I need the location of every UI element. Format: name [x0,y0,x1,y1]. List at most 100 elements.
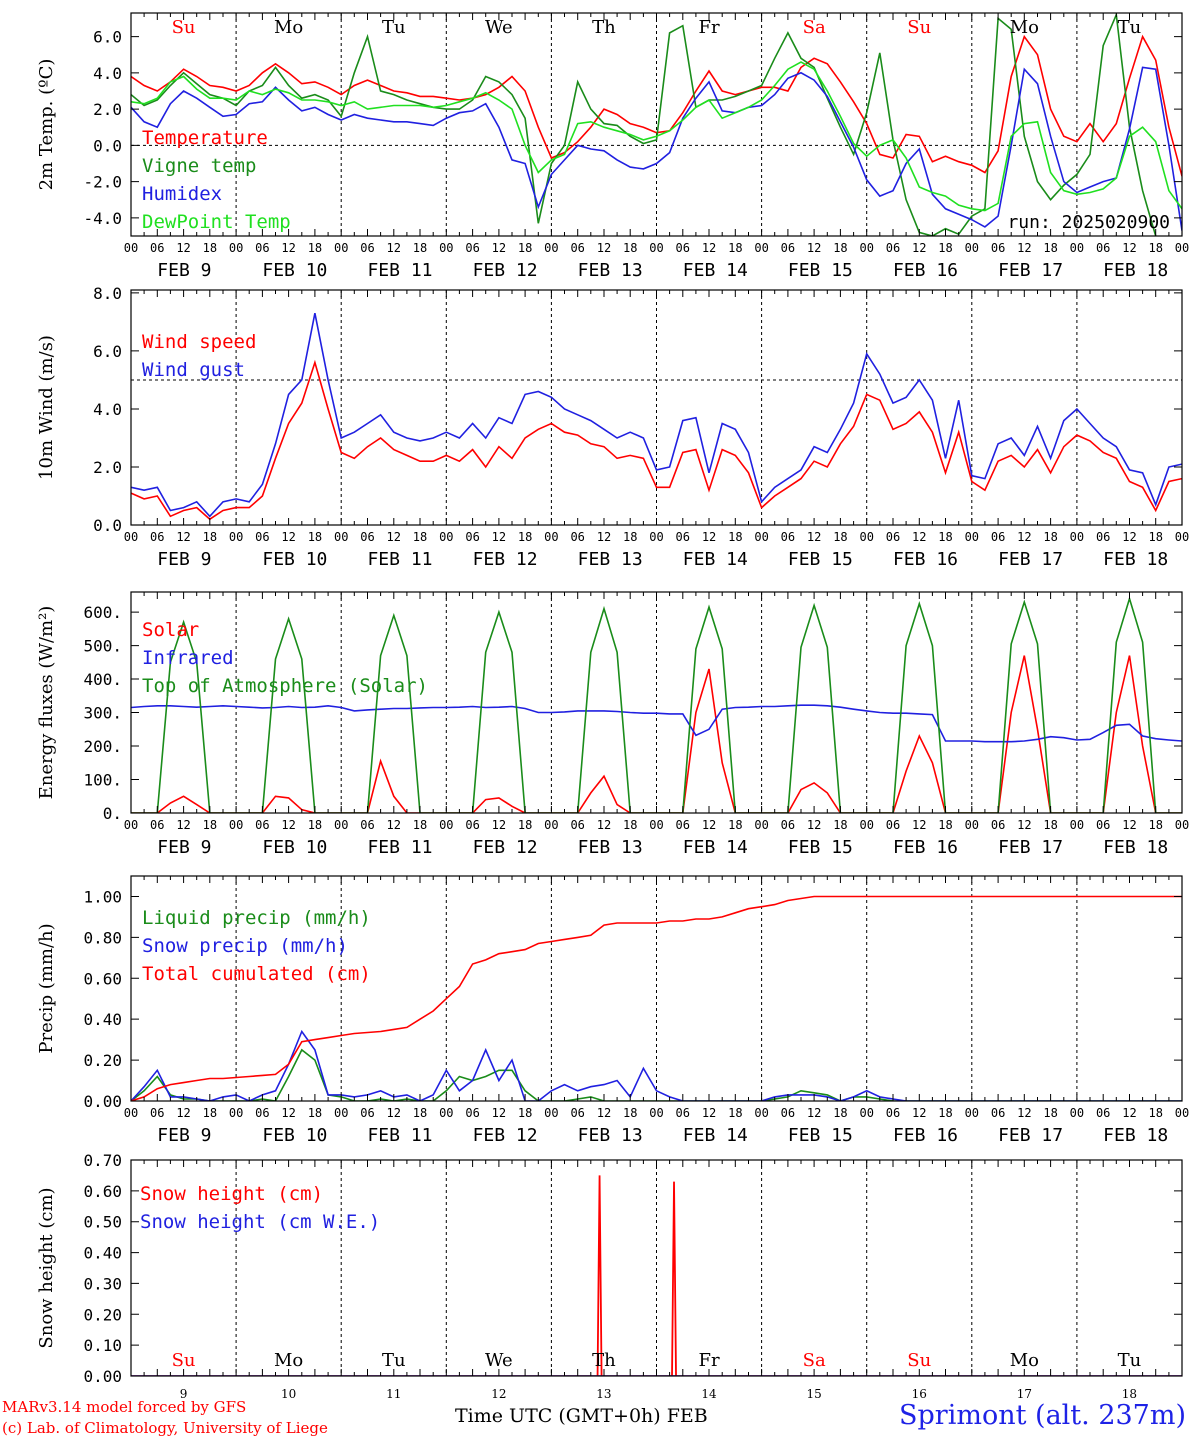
hour-tick-label: 12 [387,818,401,832]
hour-tick-label: 18 [308,1106,322,1120]
y-tick-label: -4.0 [83,209,122,228]
hour-tick-label: 06 [255,818,269,832]
hour-tick-label: 06 [360,530,374,544]
date-label: FEB 10 [262,1125,327,1146]
y-tick-label: 2.0 [93,458,122,477]
hour-tick-label: 00 [439,530,453,544]
hour-tick-label: 00 [229,818,243,832]
series-snow-0 [131,1175,1182,1376]
hour-tick-label: 12 [807,818,821,832]
series-precip-1 [131,1029,1182,1101]
hour-tick-label: 12 [912,530,926,544]
date-label: FEB 16 [893,260,958,281]
weekday-label: Su [907,1350,931,1371]
hour-tick-label: 06 [886,818,900,832]
hour-tick-label: 12 [807,1106,821,1120]
y-tick-label: 8.0 [93,284,122,303]
hour-tick-label: 06 [886,530,900,544]
hour-tick-label: 00 [649,1106,663,1120]
hour-tick-label: 12 [1122,530,1136,544]
hour-tick-label: 00 [1070,818,1084,832]
hour-tick-label: 18 [308,818,322,832]
hour-tick-label: 00 [649,530,663,544]
hour-tick-label: 00 [124,241,138,255]
date-label: FEB 16 [893,837,958,858]
weekday-label: Tu [1118,1350,1142,1371]
hour-tick-label: 12 [702,241,716,255]
series-line [131,66,1182,231]
day-number-label: 16 [912,1387,927,1401]
legend-entry: Snow precip (mm/h) [142,935,348,957]
hour-tick-label: 00 [1175,1106,1189,1120]
hour-tick-label: 06 [150,241,164,255]
snow-spike [671,1181,677,1376]
hour-tick-label: 12 [387,241,401,255]
hour-tick-label: 18 [1148,241,1162,255]
y-tick-label: 0.00 [83,1367,122,1386]
legend-entry: Liquid precip (mm/h) [142,907,371,929]
hour-tick-label: 18 [203,818,217,832]
y-ticks [131,292,1182,526]
credit-model: MARv3.14 model forced by GFS [2,1398,247,1416]
hour-tick-label: 06 [676,241,690,255]
hour-tick-label: 00 [859,530,873,544]
hour-tick-label: 00 [334,530,348,544]
date-label: FEB 14 [683,837,748,858]
date-label: FEB 18 [1103,549,1168,570]
panel-energy: 0. 100. 200. 300. 400. 500. 600. Energy fluxes … [36,591,1189,858]
snow-spike [596,1175,603,1376]
hour-tick-label: 12 [281,241,295,255]
hour-tick-label: 00 [544,1106,558,1120]
hour-tick-label: 12 [176,818,190,832]
hour-tick-label: 18 [833,818,847,832]
hour-tick-label: 00 [229,1106,243,1120]
hour-tick-label: 06 [991,530,1005,544]
series-temperature-1 [131,13,1157,236]
y-tick-label: 0.70 [83,1151,122,1170]
date-label: FEB 9 [157,1125,211,1146]
y-tick-label: 0.0 [93,136,122,155]
date-label: FEB 13 [578,549,643,570]
weekday-label: Tu [382,1350,406,1371]
panel-wind: 0.0 2.0 4.0 6.0 8.0 10m Wind (m/s) Wind speed W… [36,284,1189,570]
hour-tick-label: 12 [176,530,190,544]
hour-tick-label: 06 [255,530,269,544]
y-tick-label: 0.60 [83,969,122,988]
hour-tick-label: 12 [176,1106,190,1120]
credit-lab: (c) Lab. of Climatology, University of L… [2,1419,328,1437]
date-label: FEB 16 [893,1125,958,1146]
date-label: FEB 9 [157,260,211,281]
hour-tick-label: 18 [728,818,742,832]
hour-tick-label: 18 [413,1106,427,1120]
hour-tick-label: 18 [623,530,637,544]
hour-tick-label: 00 [649,241,663,255]
series-temperature-3 [131,61,1182,212]
hour-tick-label: 06 [465,241,479,255]
panel-precip: 0.00 0.20 0.40 0.60 0.80 1.00 Precip (mm/h) Liq… [36,875,1189,1146]
hour-tick-label: 18 [728,241,742,255]
hour-tick-label: 18 [1043,530,1057,544]
legend-entry: Temperature [142,127,268,149]
series-line [131,1029,1182,1101]
legend-entry: Wind speed [142,331,256,353]
hour-tick-label: 06 [360,818,374,832]
day-number-label: 10 [281,1387,296,1401]
legend-entry: Snow height (cm) [140,1183,323,1205]
date-label: FEB 17 [998,1125,1063,1146]
hour-tick-label: 00 [229,530,243,544]
y-tick-label: 0.40 [83,1244,122,1263]
series-wind-0 [131,359,1182,521]
legend-entry: Infrared [142,647,234,669]
date-label: FEB 15 [788,837,853,858]
hour-tick-label: 12 [912,241,926,255]
hour-tick-label: 06 [255,1106,269,1120]
hour-tick-label: 06 [255,241,269,255]
hour-tick-label: 00 [965,818,979,832]
hour-tick-label: 00 [124,818,138,832]
hour-tick-label: 00 [859,818,873,832]
hour-tick-label: 06 [150,818,164,832]
y-ticks [131,1159,1182,1377]
weekday-label: Su [907,17,931,38]
weekday-label: Mo [1010,17,1039,38]
hour-tick-label: 12 [492,530,506,544]
